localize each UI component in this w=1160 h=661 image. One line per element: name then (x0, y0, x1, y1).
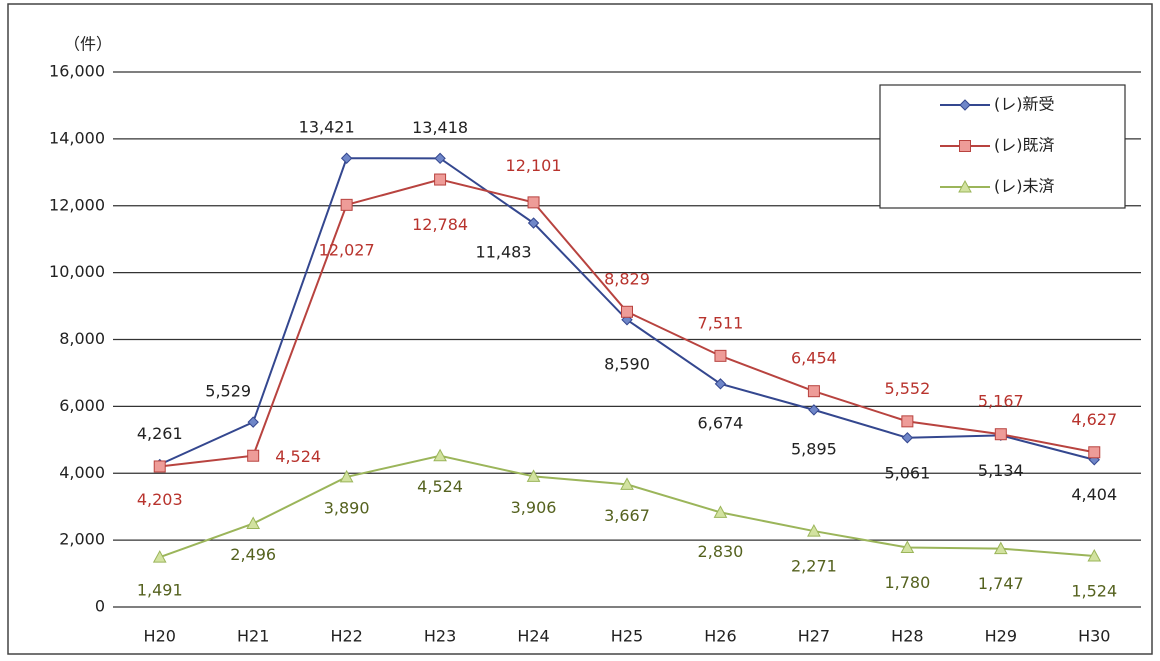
marker (994, 428, 1007, 441)
marker (246, 516, 261, 530)
marker (621, 305, 633, 318)
marker (713, 505, 728, 518)
x-tick-label: H27 (798, 627, 830, 646)
data-label: 5,167 (978, 392, 1024, 411)
data-label: 3,667 (604, 506, 650, 525)
marker (247, 416, 259, 428)
x-tick-label: H30 (1078, 627, 1110, 646)
data-label: 11,483 (476, 243, 532, 262)
marker (340, 198, 353, 211)
y-tick-label: 16,000 (49, 62, 105, 81)
legend-marker (959, 99, 971, 111)
legend-box (879, 84, 1126, 209)
x-tick-label: H21 (237, 627, 269, 646)
marker (247, 449, 260, 462)
data-label: 3,906 (511, 498, 557, 517)
marker (1087, 548, 1102, 562)
data-label: 5,134 (978, 461, 1024, 480)
data-label: 1,780 (884, 573, 930, 592)
data-label: 5,895 (791, 439, 837, 458)
legend-marker (959, 140, 971, 152)
y-tick-label: 6,000 (59, 396, 105, 415)
marker (153, 460, 166, 473)
marker (807, 524, 821, 537)
y-tick-label: 4,000 (59, 463, 105, 482)
data-label: 1,524 (1071, 582, 1117, 601)
legend-label: (レ)新受 (994, 95, 1055, 114)
y-axis-label: （件） (64, 35, 112, 54)
marker (807, 385, 820, 398)
marker (433, 448, 447, 462)
data-label: 1,491 (137, 581, 183, 600)
marker (340, 152, 353, 164)
legend-label: (レ)既済 (994, 136, 1055, 155)
data-label: 4,261 (137, 424, 183, 443)
marker (1088, 446, 1101, 459)
legend-marker (958, 179, 972, 193)
y-tick-label: 0 (95, 597, 105, 616)
data-label: 13,418 (412, 118, 468, 137)
marker (901, 432, 914, 444)
marker (434, 173, 447, 186)
frame (7, 3, 1153, 655)
x-tick-label: H20 (144, 627, 176, 646)
x-tick-label: H28 (891, 627, 923, 646)
data-label: 2,830 (698, 542, 744, 561)
y-tick-label: 8,000 (59, 329, 105, 348)
data-label: 4,404 (1071, 485, 1117, 504)
x-tick-label: H22 (330, 627, 362, 646)
data-label: 8,829 (604, 269, 650, 288)
marker (714, 378, 727, 390)
data-label: 6,454 (791, 349, 837, 368)
marker (808, 404, 820, 416)
data-label: 2,496 (230, 545, 276, 564)
marker (901, 415, 914, 428)
data-label: 4,524 (275, 447, 321, 466)
data-label: 3,890 (324, 498, 370, 517)
marker (152, 550, 167, 563)
data-label: 12,027 (319, 240, 375, 259)
marker (993, 541, 1008, 555)
y-tick-label: 14,000 (49, 128, 105, 147)
data-label: 4,203 (137, 490, 183, 509)
x-tick-label: H29 (985, 627, 1017, 646)
y-tick-label: 12,000 (49, 195, 105, 214)
data-label: 8,590 (604, 354, 650, 373)
data-label: 7,511 (698, 313, 744, 332)
marker (526, 469, 541, 482)
x-tick-label: H26 (704, 627, 736, 646)
legend-label: (レ)未済 (994, 177, 1055, 196)
x-tick-label: H24 (517, 627, 549, 646)
data-label: 4,524 (417, 477, 463, 496)
data-label: 5,552 (884, 379, 930, 398)
data-label: 5,529 (205, 382, 251, 401)
y-tick-label: 2,000 (59, 530, 105, 549)
data-label: 12,784 (412, 215, 468, 234)
data-label: 12,101 (506, 156, 562, 175)
marker (434, 152, 446, 165)
marker (527, 196, 540, 209)
marker (900, 540, 915, 553)
x-tick-label: H23 (424, 627, 456, 646)
data-label: 13,421 (299, 118, 355, 137)
data-label: 4,627 (1071, 410, 1117, 429)
data-label: 2,271 (791, 557, 837, 576)
x-tick-label: H25 (611, 627, 643, 646)
data-label: 1,747 (978, 574, 1024, 593)
marker (339, 469, 354, 483)
data-label: 5,061 (884, 463, 930, 482)
y-tick-label: 10,000 (49, 262, 105, 281)
marker (620, 477, 634, 490)
marker (714, 349, 727, 362)
marker (527, 217, 540, 229)
data-label: 6,674 (698, 413, 744, 432)
